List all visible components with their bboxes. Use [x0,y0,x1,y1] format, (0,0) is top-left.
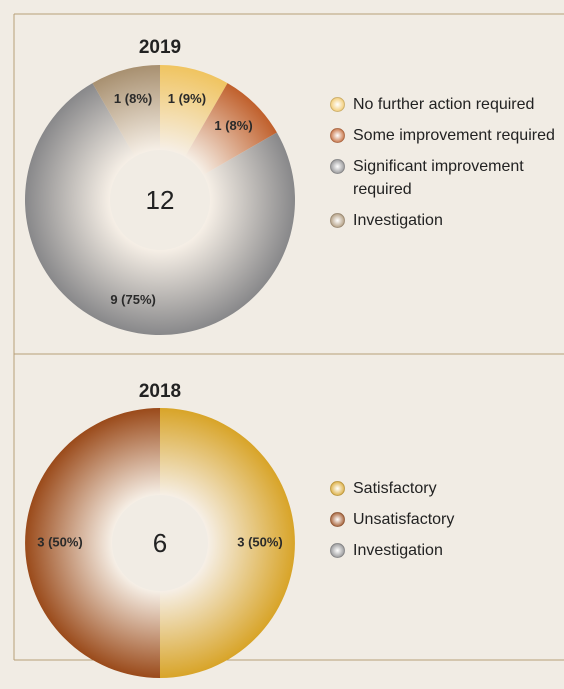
legend-item: Investigation [330,539,555,562]
legend-swatch [330,159,345,174]
legend-item: Satisfactory [330,477,555,500]
donut-slice [160,65,228,157]
legend-item: Some improvement required [330,124,555,147]
center-total: 12 [146,185,175,215]
data-label: 3 (50%) [237,534,283,549]
legend-label: Investigation [353,542,443,559]
data-label: 1 (8%) [114,91,152,106]
legend: Satisfactory Unsatisfactory Investigation [330,477,555,570]
donut-slice [92,65,160,157]
donut-slice [160,408,295,678]
legend-swatch [330,128,345,143]
data-label: 3 (50%) [37,534,83,549]
legend-label: Investigation [353,212,443,229]
donut-slice [25,408,161,678]
legend: No further action required Some improveme… [330,93,555,240]
donut-slice [185,83,277,175]
legend-swatch [330,481,345,496]
legend-label: Some improvement required [353,127,555,144]
legend-label: Unsatisfactory [353,511,455,528]
legend-item: Significant improvement required [330,155,555,201]
chart-title: 2019 [139,37,181,58]
donut-slice [24,83,296,335]
center-total: 6 [153,528,167,558]
legend-swatch [330,543,345,558]
legend-item: No further action required [330,93,555,116]
data-label: 1 (9%) [168,91,206,106]
legend-swatch [330,512,345,527]
chart-title: 2018 [139,381,181,402]
legend-label: Significant improvement required [353,158,524,198]
legend-swatch [330,213,345,228]
legend-item: Investigation [330,209,555,232]
legend-item: Unsatisfactory [330,508,555,531]
legend-label: Satisfactory [353,480,437,497]
legend-swatch [330,97,345,112]
data-label: 1 (8%) [214,118,252,133]
data-label: 9 (75%) [110,292,156,307]
legend-label: No further action required [353,96,535,113]
